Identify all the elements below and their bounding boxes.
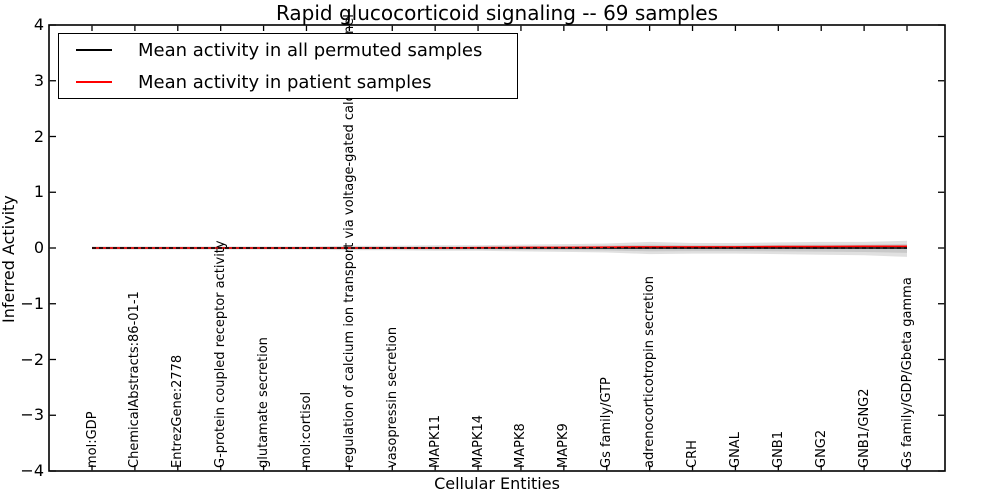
x-tick-label: EntrezGene:2778 <box>170 354 186 468</box>
x-tick-label: vasopressin secretion <box>384 326 400 468</box>
x-tick-label: Gs family/GTP <box>599 377 615 468</box>
x-tick-label: adrenocorticotropin secretion <box>642 276 658 468</box>
legend-item-patient: Mean activity in patient samples <box>59 67 517 98</box>
y-tick-label: −2 <box>20 349 44 369</box>
x-tick-label: MAPK14 <box>470 414 486 468</box>
x-tick-label: GNAL <box>727 432 743 468</box>
legend: Mean activity in all permuted samples Me… <box>58 33 518 99</box>
x-tick-label: MAPK11 <box>427 414 443 468</box>
x-tick-label: MAPK9 <box>556 423 572 468</box>
y-tick-label: −4 <box>20 461 44 480</box>
x-tick-label: Gs family/GDP/Gbeta gamma <box>899 277 915 468</box>
x-tick-label: MAPK8 <box>513 423 529 468</box>
x-axis-label: Cellular Entities <box>434 474 560 493</box>
x-tick-label: mol:GDP <box>84 411 100 468</box>
x-tick-label: GNG2 <box>813 429 829 468</box>
legend-line-black-icon <box>76 49 112 51</box>
legend-line-red-icon <box>76 81 112 83</box>
y-tick-label: 1 <box>33 182 44 202</box>
y-tick-label: 3 <box>33 70 44 90</box>
x-tick-label: ChemicalAbstracts:86-01-1 <box>127 291 143 468</box>
axes-spines <box>48 24 946 472</box>
y-tick-label: 2 <box>33 126 44 146</box>
x-tick-label: mol:cortisol <box>298 391 314 468</box>
x-tick-label: GNB1/GNG2 <box>856 388 872 468</box>
legend-label-patient: Mean activity in patient samples <box>138 71 432 93</box>
x-tick-label: CRH <box>685 440 701 468</box>
legend-label-permuted: Mean activity in all permuted samples <box>138 39 483 61</box>
chart-title: Rapid glucocorticoid signaling -- 69 sam… <box>275 1 719 25</box>
legend-item-permuted: Mean activity in all permuted samples <box>59 35 517 66</box>
y-tick-label: −1 <box>20 293 44 313</box>
x-tick-label: glutamate secretion <box>256 337 272 468</box>
x-tick-label: GNB1 <box>770 431 786 468</box>
y-tick-label: 0 <box>33 238 44 257</box>
y-tick-label: 4 <box>33 15 44 34</box>
y-tick-label: −3 <box>20 405 44 425</box>
confidence-band <box>92 240 907 257</box>
x-tick-label: G-protein coupled receptor activity <box>213 240 229 468</box>
